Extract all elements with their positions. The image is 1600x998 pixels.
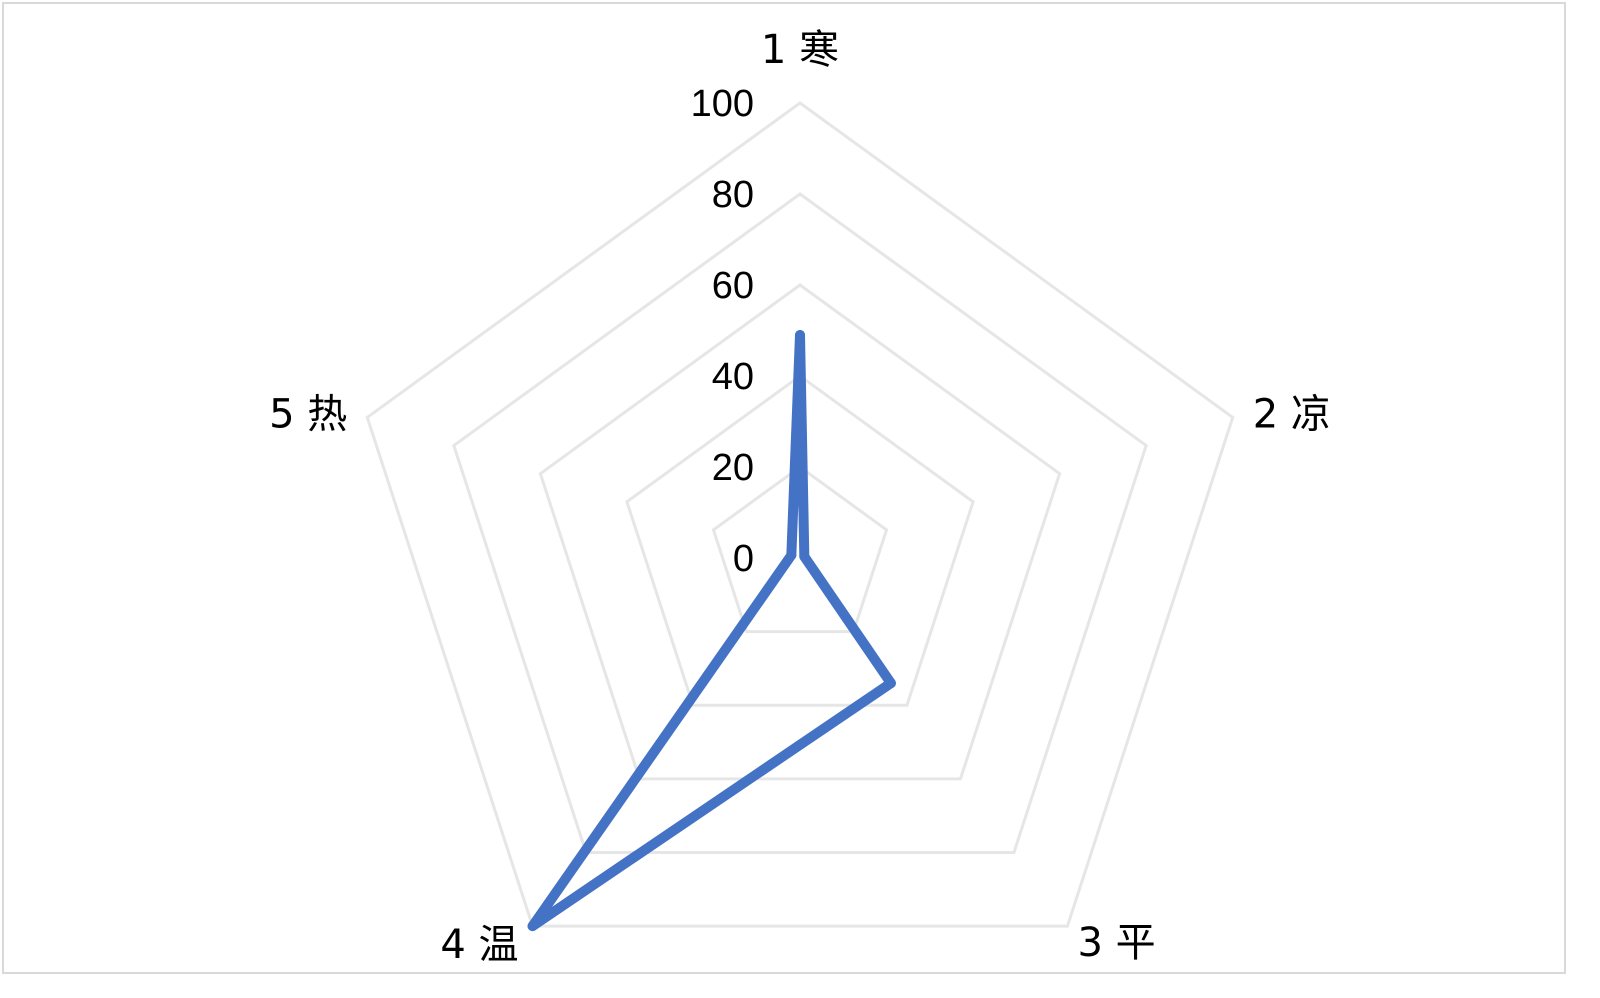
chart-frame	[2, 2, 1566, 974]
tick-label: 20	[712, 447, 754, 489]
tick-labels: 0 20 40 60 80 100	[691, 83, 754, 580]
data-point	[795, 330, 805, 341]
grid-ring-60	[538, 283, 1062, 781]
category-label: 1 寒	[761, 27, 839, 73]
grid-ring-80	[452, 192, 1148, 854]
tick-label: 100	[691, 83, 754, 125]
grid-ring-40	[625, 374, 975, 707]
grid-ring-20	[711, 465, 889, 634]
grid-ring-100	[365, 101, 1235, 928]
grid-layer	[365, 101, 1235, 928]
category-labels: 1 寒 2 凉 3 平 4 温 5 热	[269, 27, 1331, 968]
data-point	[527, 921, 538, 932]
category-label: 4 温	[440, 922, 518, 968]
tick-label: 80	[712, 174, 754, 216]
tick-label: 60	[712, 265, 754, 307]
tick-label: 0	[733, 538, 754, 580]
category-label: 2 凉	[1253, 391, 1331, 437]
data-point	[799, 551, 810, 562]
tick-label: 40	[712, 356, 754, 398]
series-line	[527, 330, 896, 932]
series-layer	[527, 330, 896, 932]
data-point	[885, 678, 896, 689]
data-point	[786, 550, 797, 561]
category-label: 5 热	[269, 391, 347, 437]
category-label: 3 平	[1077, 920, 1155, 966]
